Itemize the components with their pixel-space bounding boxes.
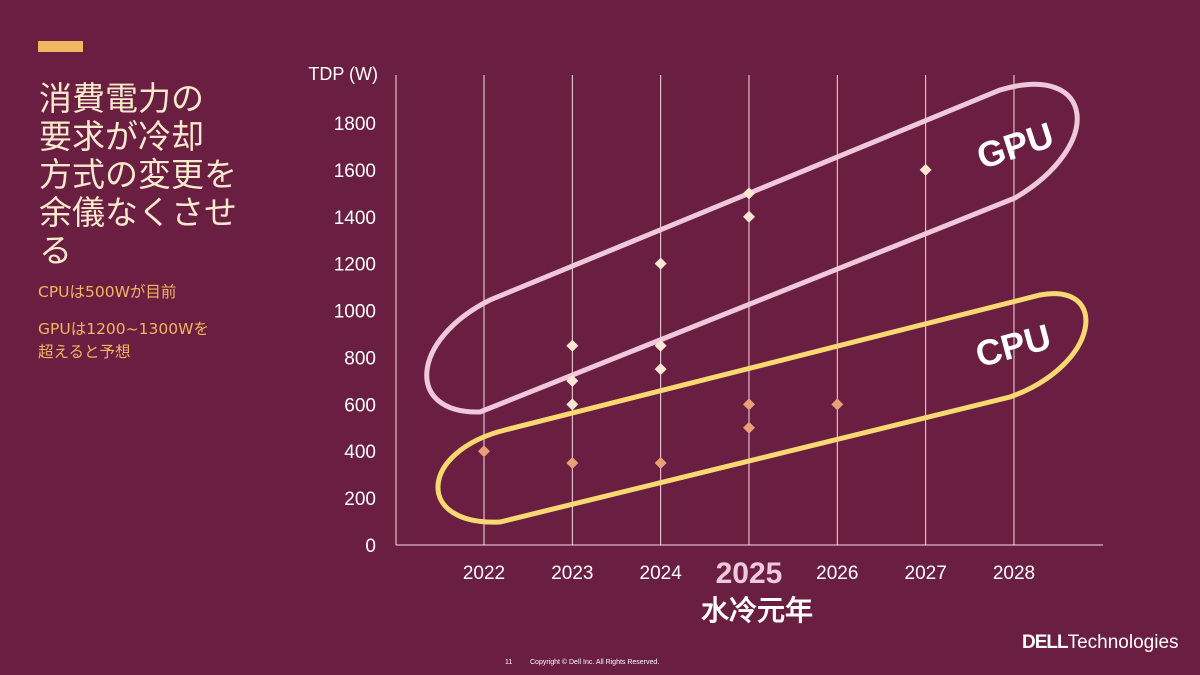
title-line: 方式の変更を [39,155,237,194]
page-number: 11 [505,659,513,666]
gpu-point-2025-1400 [742,210,755,223]
accent-bar [38,41,83,52]
gpu-point-2023-850 [566,339,579,352]
x-tick-label-2022: 2022 [463,563,505,584]
gpu-note-line2: 超えると予想 [38,343,131,361]
cpu-point-2023-350 [566,456,579,469]
copyright: Copyright © Dell Inc. All Rights Reserve… [530,659,660,666]
title-line: 要求が冷却 [39,117,204,156]
y-axis-title: TDP (W) [308,64,378,84]
x-tick-label-2023: 2023 [551,563,593,584]
cpu-point-2025-600 [742,398,755,411]
gpu-region-outline [424,81,1080,415]
gpu-note-line1: GPUは1200~1300Wを [38,320,209,338]
x-tick-label-2026: 2026 [816,563,858,584]
cpu-point-2024-350 [654,456,667,469]
cpu-point-2026-600 [831,398,844,411]
y-tick-label-400: 400 [344,442,376,463]
y-tick-label-0: 0 [365,536,376,557]
y-tick-label-1200: 1200 [334,255,376,276]
slide-title: 消費電力の 要求が冷却 方式の変更を 余儀なくさせる [39,80,269,270]
y-tick-label-1000: 1000 [334,302,376,323]
cpu-annotation: CPU [971,316,1055,375]
gpu-point-2027-1600 [919,163,932,176]
y-tick-label-200: 200 [344,489,376,510]
y-tick-label-600: 600 [344,395,376,416]
x-tick-label-2024: 2024 [640,563,683,584]
gpu-point-2024-750 [654,363,667,376]
gpu-point-2025-1500 [742,187,755,200]
gpu-point-2024-850 [654,339,667,352]
y-tick-label-1800: 1800 [334,114,376,135]
highlight-label: 水冷元年 [701,594,813,626]
cpu-point-2025-500 [742,421,755,434]
gpu-point-2024-1200 [654,257,667,270]
y-tick-label-800: 800 [344,348,376,369]
x-tick-label-2025: 2025 [716,557,783,590]
dell-technologies-logo: DELLTechnologies [1022,632,1179,653]
y-tick-label-1400: 1400 [334,208,376,229]
x-tick-label-2027: 2027 [905,563,947,584]
title-line: 余儀なくさせる [39,193,237,270]
cpu-note: CPUは500Wが目前 [38,283,177,301]
gpu-point-2023-700 [566,374,579,387]
gpu-annotation: GPU [972,114,1059,177]
title-line: 消費電力の [39,79,204,118]
gpu-point-2023-600 [566,398,579,411]
x-tick-label-2028: 2028 [993,563,1035,584]
cpu-point-2022-400 [478,445,490,458]
y-tick-label-1600: 1600 [334,161,376,182]
cpu-region-outline [435,291,1089,525]
